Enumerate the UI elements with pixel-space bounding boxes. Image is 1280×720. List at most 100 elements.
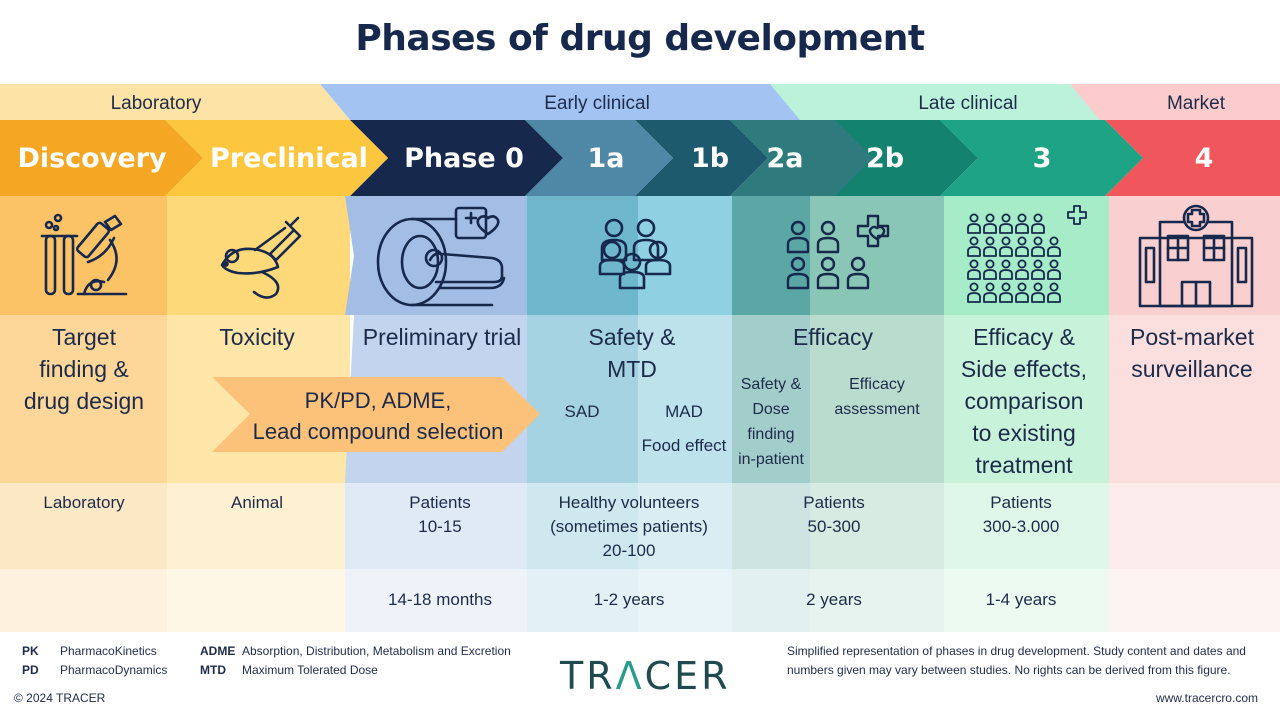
phase3-subject-1: Patients — [990, 493, 1051, 512]
phase2b-dur-bg — [810, 569, 944, 632]
phase3-subject-2: 300-3.000 — [983, 517, 1060, 536]
discovery-desc-2: finding & — [39, 356, 129, 382]
crowd-person-head — [1049, 282, 1059, 292]
phase3-duration: 1-4 years — [986, 590, 1057, 609]
crowd-cross — [1067, 205, 1087, 225]
crowd-person-body — [983, 292, 997, 303]
website-link[interactable]: www.tracercro.com — [1155, 691, 1258, 705]
discovery-desc-bg — [0, 315, 167, 483]
preclinical-dur-bg — [167, 569, 350, 632]
phase2a-desc-bg — [732, 315, 810, 483]
phase-label-preclinical: Preclinical — [210, 143, 368, 174]
pkpd-line-1: PK/PD, ADME, — [305, 388, 452, 413]
phase1-desc-1: Safety & — [589, 324, 676, 350]
food-label: Food effect — [642, 436, 727, 455]
phase2a-desc-3: finding — [747, 426, 794, 443]
crowd-person-body — [1031, 223, 1045, 234]
abbr-pd-text: PharmacoDynamics — [60, 663, 168, 677]
phase3-desc-5: treatment — [975, 452, 1073, 478]
phase0-subject-2: 10-15 — [418, 517, 461, 536]
category-late: Late clinical — [918, 93, 1017, 114]
phase3-subj-bg — [944, 483, 1109, 569]
discovery-subj-bg — [0, 483, 167, 569]
crowd-person-head — [1049, 236, 1059, 246]
phase-label-discovery: Discovery — [17, 143, 167, 174]
phase4-desc-2: surveillance — [1131, 356, 1252, 382]
phase2b-desc-bg — [810, 315, 944, 483]
phase2a-desc-4: in-patient — [738, 451, 804, 468]
lab-mouse-icon — [220, 216, 302, 299]
phase2b-subj-bg — [810, 483, 944, 569]
crowd-person-body — [999, 246, 1013, 257]
crowd-person-body — [1015, 223, 1029, 234]
scanner-icon — [376, 206, 506, 307]
crowd-person-head — [969, 282, 979, 292]
tracer-logo: TRΛCER — [560, 654, 731, 698]
group-icon — [598, 218, 672, 290]
subjects: Laboratory Animal Patients 10-15 Healthy… — [43, 493, 1059, 560]
category-laboratory-bg — [0, 84, 350, 120]
phase2b-desc-1: Efficacy — [849, 376, 905, 393]
chevron-preclinical — [165, 120, 388, 196]
crowd-person-head — [969, 259, 979, 269]
phase0-dur-bg — [345, 569, 527, 632]
crowd-person-body — [1031, 292, 1045, 303]
phase-label-0: Phase 0 — [404, 143, 524, 174]
category-late-bg — [770, 84, 1105, 120]
footer-disclaimer: Simplified representation of phases in d… — [787, 642, 1246, 680]
hospital-icon — [1138, 204, 1254, 308]
abbr-mtd-text: Maximum Tolerated Dose — [242, 663, 378, 677]
phase4-subj-bg — [1109, 483, 1280, 569]
phase2b-desc-2: assessment — [834, 401, 920, 418]
category-market: Market — [1167, 93, 1226, 114]
phase-label-2a: 2a — [766, 143, 803, 174]
phase1a-subj-bg — [527, 483, 638, 569]
crowd-person-head — [985, 282, 995, 292]
phase0-subj-bg — [345, 483, 527, 569]
phase1b-dur-bg — [638, 569, 732, 632]
crowd-person-body — [999, 269, 1013, 280]
page-title: Phases of drug development — [355, 18, 925, 59]
phase1-duration: 1-2 years — [594, 590, 665, 609]
crowd-person-head — [985, 259, 995, 269]
crowd-person-head — [1001, 236, 1011, 246]
lab-microscope-icon — [40, 213, 128, 296]
crowd-person-body — [967, 292, 981, 303]
phase3-desc-4: to existing — [972, 420, 1076, 446]
crowd-person-body — [1015, 269, 1029, 280]
crowd-person-head — [1017, 213, 1027, 223]
phase3-desc-2: Side effects, — [961, 356, 1087, 382]
abbr-pd: PD — [22, 663, 39, 677]
group-grid-icon — [786, 214, 890, 290]
phase1a-icon-bg — [527, 196, 638, 315]
crowd-person-body — [999, 223, 1013, 234]
phase4-dur-bg — [1109, 569, 1280, 632]
sad-label: SAD — [565, 402, 600, 421]
abbr-adme: ADME — [200, 644, 236, 658]
phase-chevrons: Discovery Preclinical Phase 0 1a 1b 2a 2… — [0, 120, 1280, 196]
preclinical-subj-bg — [167, 483, 350, 569]
chevron-discovery — [0, 120, 203, 196]
phase2a-dur-bg — [732, 569, 810, 632]
preclinical-icon-bg — [167, 196, 350, 315]
phase2a-desc-2: Dose — [752, 401, 789, 418]
crowd-person-body — [967, 269, 981, 280]
phase3-desc-3: comparison — [965, 388, 1084, 414]
crowd-person-body — [967, 223, 981, 234]
abbr-mtd: MTD — [200, 663, 226, 677]
footer-abbreviations-left: PK PharmacoKinetics PD PharmacoDynamics — [22, 642, 167, 680]
disclaimer-line-2: numbers given may vary between studies. … — [787, 663, 1231, 677]
discovery-desc-3: drug design — [24, 388, 144, 414]
crowd-person-body — [1015, 246, 1029, 257]
crowd-person-head — [969, 236, 979, 246]
phase2a-subj-bg — [732, 483, 810, 569]
category-band: Laboratory Early clinical Late clinical … — [0, 84, 1280, 120]
preclinical-subject: Animal — [231, 493, 283, 512]
phase-label-3: 3 — [1033, 143, 1052, 174]
phase2-duration: 2 years — [806, 590, 862, 609]
crowd-person-body — [983, 269, 997, 280]
phase3-desc-bg — [944, 315, 1109, 483]
phase1b-desc-bg — [638, 315, 732, 483]
category-early: Early clinical — [544, 93, 650, 114]
discovery-subject: Laboratory — [43, 493, 125, 512]
